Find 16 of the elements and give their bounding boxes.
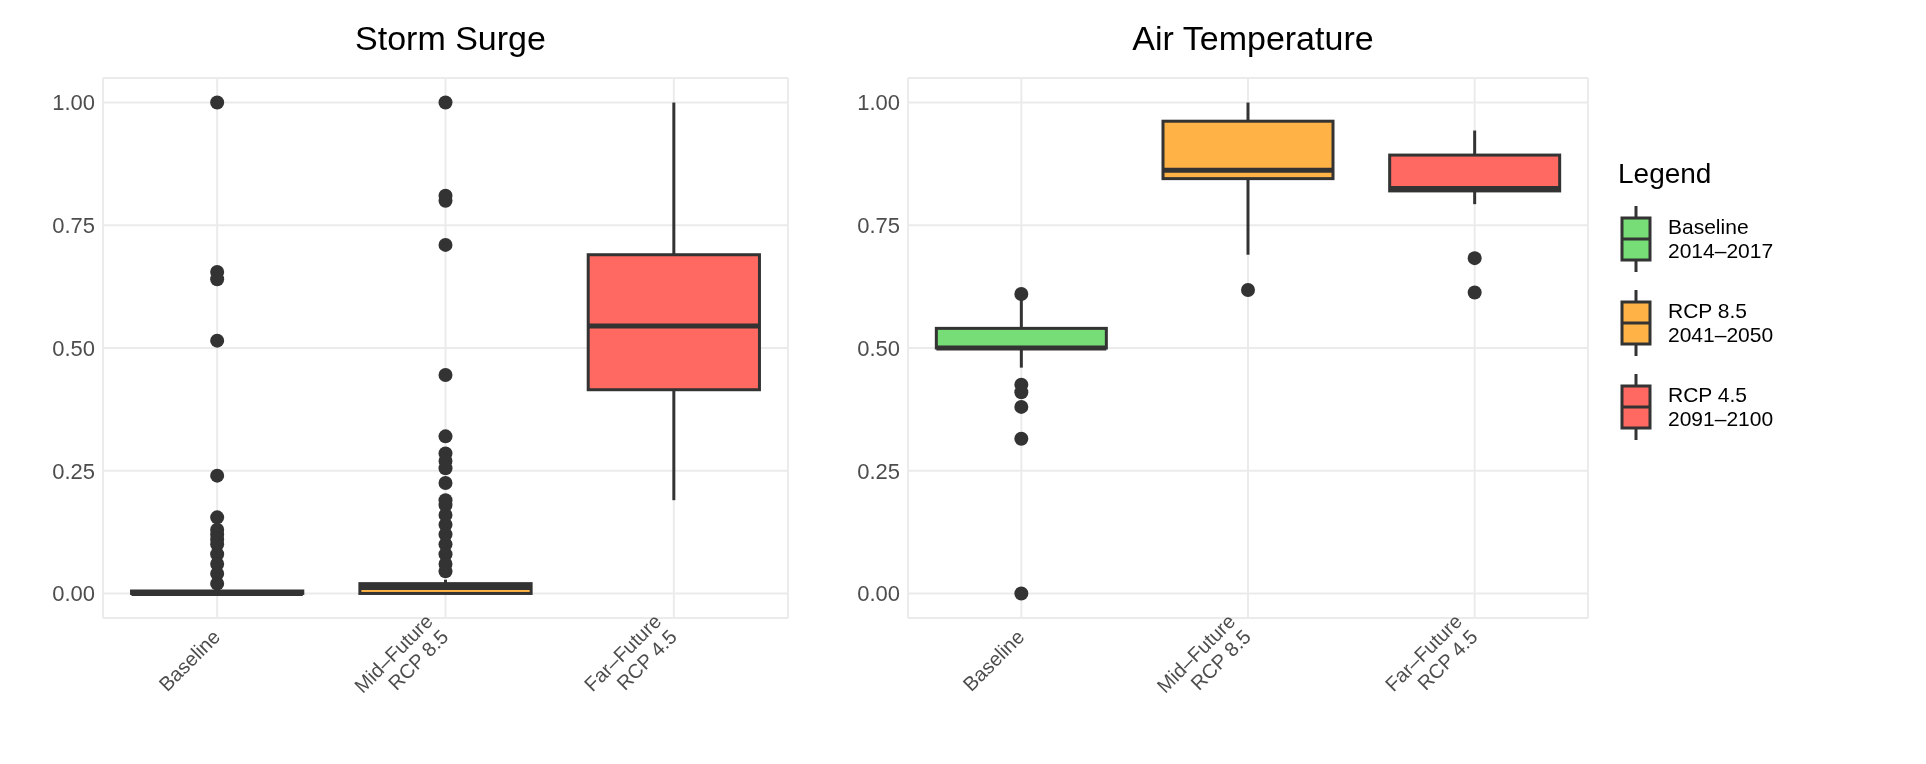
legend-label: RCP 8.5 2041–2050 [1668, 299, 1774, 347]
legend-title: Legend [1618, 158, 1713, 190]
y-tick-label: 0.00 [857, 581, 900, 607]
legend-label: RCP 4.5 2091–2100 [1668, 383, 1774, 431]
chart-title: Air Temperature [1131, 18, 1375, 59]
y-tick-label: 0.50 [52, 335, 95, 361]
y-tick-label: 0.50 [857, 335, 900, 361]
y-tick-label: 1.00 [52, 90, 95, 116]
legend-label: Baseline 2014–2017 [1668, 215, 1774, 263]
y-tick-label: 0.75 [52, 213, 95, 239]
y-tick-label: 0.25 [52, 458, 95, 484]
chart-title: Storm Surge [354, 18, 547, 59]
y-tick-label: 0.25 [857, 458, 900, 484]
y-tick-label: 0.75 [857, 213, 900, 239]
y-tick-label: 1.00 [857, 90, 900, 116]
y-tick-label: 0.00 [52, 581, 95, 607]
